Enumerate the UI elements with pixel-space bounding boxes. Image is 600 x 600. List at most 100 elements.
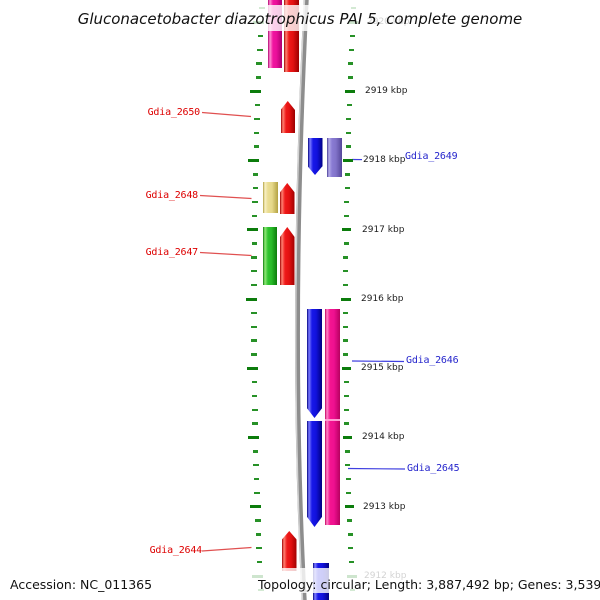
gene-label-gdia-2646: Gdia_2646 xyxy=(406,355,459,366)
ruler-tick-left xyxy=(249,505,261,509)
ruler-tick-right xyxy=(347,533,353,536)
ruler-tick-right xyxy=(349,48,355,51)
ruler-tick-left xyxy=(252,187,258,190)
ruler-tick-left xyxy=(250,89,262,93)
ruler-tick-right xyxy=(348,560,354,564)
ruler-tick-right xyxy=(343,380,349,384)
leader-line-gdia-2647 xyxy=(199,251,252,257)
figure-title: Gluconacetobacter diazotrophicus PAI 5, … xyxy=(77,10,523,28)
ruler-label-2914: 2914 kbp xyxy=(361,432,406,443)
footer-accession: Accession: NC_011365 xyxy=(10,577,153,592)
ruler-tick-left xyxy=(246,366,258,370)
ruler-tick-right xyxy=(344,505,355,509)
gene-label-gdia-2644: Gdia_2644 xyxy=(149,544,203,556)
ruler-tick-right xyxy=(344,173,350,176)
ruler-tick-left xyxy=(251,394,258,398)
gene-glyph-purple xyxy=(327,138,342,177)
title-background-band xyxy=(0,5,600,31)
ruler-tick-left xyxy=(251,214,258,218)
ruler-tick-left xyxy=(254,117,260,121)
leader-line-gdia-2646 xyxy=(351,360,405,363)
ruler-tick-right xyxy=(344,450,350,453)
ruler-tick-left xyxy=(253,131,260,134)
ruler-tick-left xyxy=(252,408,258,411)
ruler-tick-left xyxy=(254,103,261,107)
ruler-tick-left xyxy=(252,173,259,176)
gene-glyph-pink-lower xyxy=(325,420,340,525)
ruler-tick-right xyxy=(343,339,349,342)
ruler-tick-right xyxy=(344,408,350,411)
ruler-label-2919: 2919 kbp xyxy=(364,86,409,97)
genome-backbone-arc xyxy=(294,0,309,600)
gene-label-gdia-2648: Gdia_2648 xyxy=(145,189,199,201)
ruler-tick-right xyxy=(345,145,351,148)
ruler-tick-left xyxy=(256,547,262,550)
ruler-label-2915: 2915 kbp xyxy=(360,363,405,374)
ruler-tick-right xyxy=(341,366,352,370)
ruler-tick-left xyxy=(255,533,262,536)
gene-glyph-gdia-2649 xyxy=(307,138,323,175)
ruler-tick-left xyxy=(255,76,262,79)
ruler-tick-left xyxy=(256,560,263,564)
leader-line-gdia-2645 xyxy=(347,467,406,470)
leader-line-gdia-2650 xyxy=(201,111,252,118)
ruler-tick-right xyxy=(345,89,355,93)
ruler-tick-right xyxy=(347,519,353,522)
ruler-tick-left xyxy=(251,311,257,315)
leader-line-gdia-2644 xyxy=(201,546,252,552)
gene-glyph-pink-divider xyxy=(325,418,340,421)
gene-glyph-red-2648-pair xyxy=(280,183,295,214)
ruler-label-2917: 2917 kbp xyxy=(361,224,406,236)
ruler-tick-left xyxy=(247,436,259,439)
gene-glyph-gdia-2650 xyxy=(280,101,295,133)
ruler-tick-right xyxy=(344,422,350,425)
gene-label-gdia-2645: Gdia_2645 xyxy=(407,462,460,474)
gene-glyph-gdia-2644 xyxy=(282,531,297,571)
ruler-tick-right xyxy=(345,464,351,467)
ruler-tick-right xyxy=(343,242,349,245)
ruler-tick-left xyxy=(254,491,260,495)
ruler-tick-right xyxy=(346,491,352,495)
ruler-tick-right xyxy=(343,325,349,328)
ruler-tick-right xyxy=(348,547,354,550)
ruler-tick-right xyxy=(341,228,352,232)
ruler-tick-right xyxy=(343,394,349,398)
leader-line-gdia-2648 xyxy=(199,194,252,200)
ruler-tick-left xyxy=(257,34,264,38)
ruler-tick-left xyxy=(252,450,259,453)
ruler-tick-left xyxy=(253,145,260,148)
ruler-tick-left xyxy=(246,297,258,301)
gene-glyph-gdia-2647 xyxy=(262,227,277,285)
gene-glyph-pink-upper xyxy=(325,309,340,419)
gene-glyph-gdia-2646 xyxy=(307,309,322,418)
ruler-tick-left xyxy=(252,200,258,204)
ruler-tick-left xyxy=(251,256,257,259)
ruler-tick-right xyxy=(348,62,354,65)
ruler-tick-left xyxy=(257,48,263,51)
ruler-tick-left xyxy=(253,477,260,481)
ruler-tick-left xyxy=(248,159,260,162)
genome-backbone-highlight xyxy=(295,0,306,600)
ruler-tick-right xyxy=(343,283,349,287)
ruler-tick-right xyxy=(342,436,353,439)
ruler-tick-left xyxy=(251,242,258,245)
footer-background-band xyxy=(0,568,600,593)
ruler-tick-left xyxy=(251,353,257,356)
ruler-tick-right xyxy=(349,34,355,38)
ruler-tick-right xyxy=(344,187,350,190)
gene-glyph-gdia-2648 xyxy=(262,182,278,213)
ruler-tick-right xyxy=(343,214,349,218)
ruler-tick-left xyxy=(252,422,258,425)
gene-label-gdia-2650: Gdia_2650 xyxy=(147,106,201,118)
ruler-tick-right xyxy=(346,117,352,121)
ruler-tick-left xyxy=(251,270,257,273)
ruler-tick-left xyxy=(251,325,257,328)
gene-label-gdia-2649: Gdia_2649 xyxy=(405,151,458,162)
ruler-tick-right xyxy=(343,159,353,162)
gene-label-gdia-2647: Gdia_2647 xyxy=(145,246,199,258)
ruler-tick-left xyxy=(251,380,258,384)
ruler-tick-right xyxy=(343,270,349,273)
ruler-tick-left xyxy=(256,62,262,65)
